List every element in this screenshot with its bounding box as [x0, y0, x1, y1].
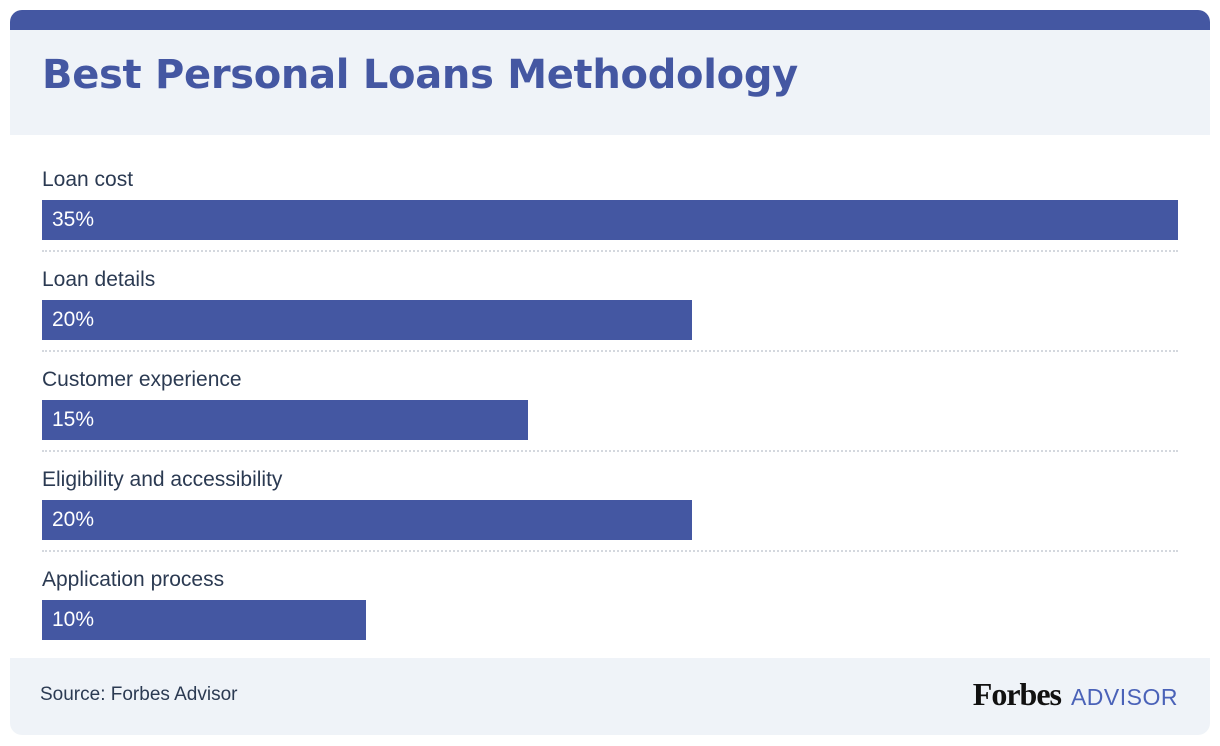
bar: 15%: [42, 400, 529, 440]
page-title: Best Personal Loans Methodology: [42, 52, 798, 98]
source-note: Source: Forbes Advisor: [40, 684, 238, 705]
bar-chart: Loan cost 35% Loan details 20% Customer …: [42, 160, 1178, 640]
category-label: Loan details: [42, 268, 156, 291]
chart-row: Loan details 20%: [42, 260, 1178, 352]
chart-row: Application process 10%: [42, 560, 1178, 640]
logo-brand: Forbes: [972, 676, 1062, 712]
chart-row: Eligibility and accessibility 20%: [42, 460, 1178, 552]
chart-header: Best Personal Loans Methodology: [10, 30, 1210, 135]
top-accent-bar: [10, 10, 1210, 30]
logo-sub: ADVISOR: [1070, 684, 1178, 710]
bar: 20%: [42, 300, 692, 340]
category-label: Application process: [42, 568, 225, 591]
bar: 10%: [42, 600, 366, 640]
dotted-divider: [42, 450, 1178, 452]
chart-footer: Source: Forbes Advisor Forbes ADVISOR: [10, 658, 1210, 735]
chart-row: Loan cost 35%: [42, 160, 1178, 252]
forbes-advisor-logo: Forbes ADVISOR: [973, 676, 1178, 713]
chart-row: Customer experience 15%: [42, 360, 1178, 452]
bar: 20%: [42, 500, 692, 540]
category-label: Customer experience: [42, 368, 242, 391]
dotted-divider: [42, 550, 1178, 552]
dotted-divider: [42, 350, 1178, 352]
category-label: Loan cost: [42, 168, 134, 191]
bar: 35%: [42, 200, 1178, 240]
category-label: Eligibility and accessibility: [42, 468, 283, 491]
dotted-divider: [42, 250, 1178, 252]
